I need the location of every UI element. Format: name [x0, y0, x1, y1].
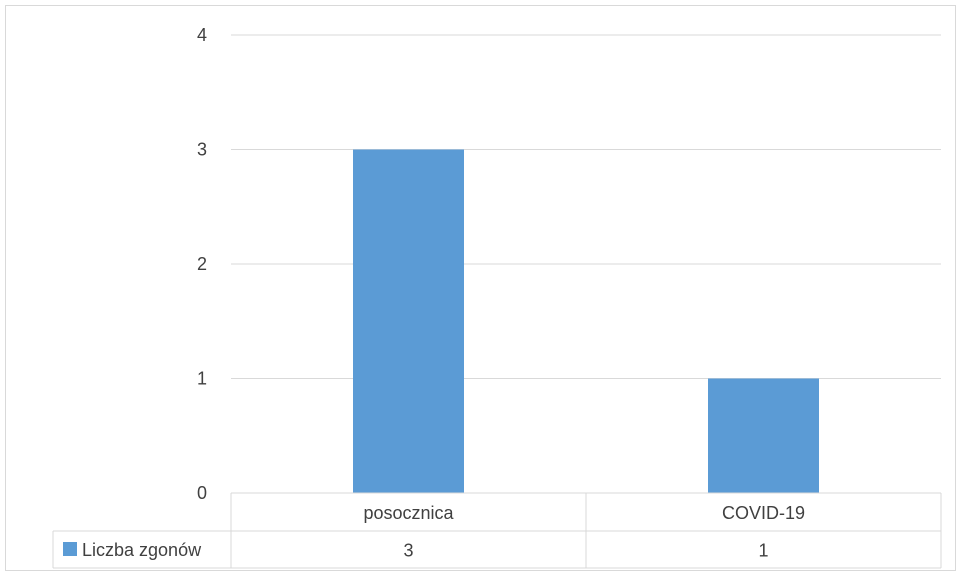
- x-category-label: posocznica: [363, 503, 454, 523]
- legend-series-name: Liczba zgonów: [82, 540, 202, 560]
- data-table-value: 3: [403, 541, 413, 561]
- gridlines: [231, 34, 941, 379]
- y-tick-label: 3: [197, 140, 207, 160]
- data-table: posocznica COVID-19 Liczba zgonów 3 1: [52, 492, 942, 569]
- data-table-value: 1: [758, 541, 768, 561]
- bar-posocznica: [353, 149, 464, 493]
- y-tick-label: 0: [197, 483, 207, 503]
- legend-key-swatch: [63, 542, 77, 556]
- y-tick-label: 1: [197, 369, 207, 389]
- bars: [353, 149, 819, 493]
- y-axis-ticks: 0 1 2 3 4: [197, 25, 207, 503]
- y-tick-label: 4: [197, 25, 207, 45]
- y-tick-label: 2: [197, 254, 207, 274]
- bar-covid-19: [708, 378, 819, 493]
- x-category-label: COVID-19: [722, 503, 805, 523]
